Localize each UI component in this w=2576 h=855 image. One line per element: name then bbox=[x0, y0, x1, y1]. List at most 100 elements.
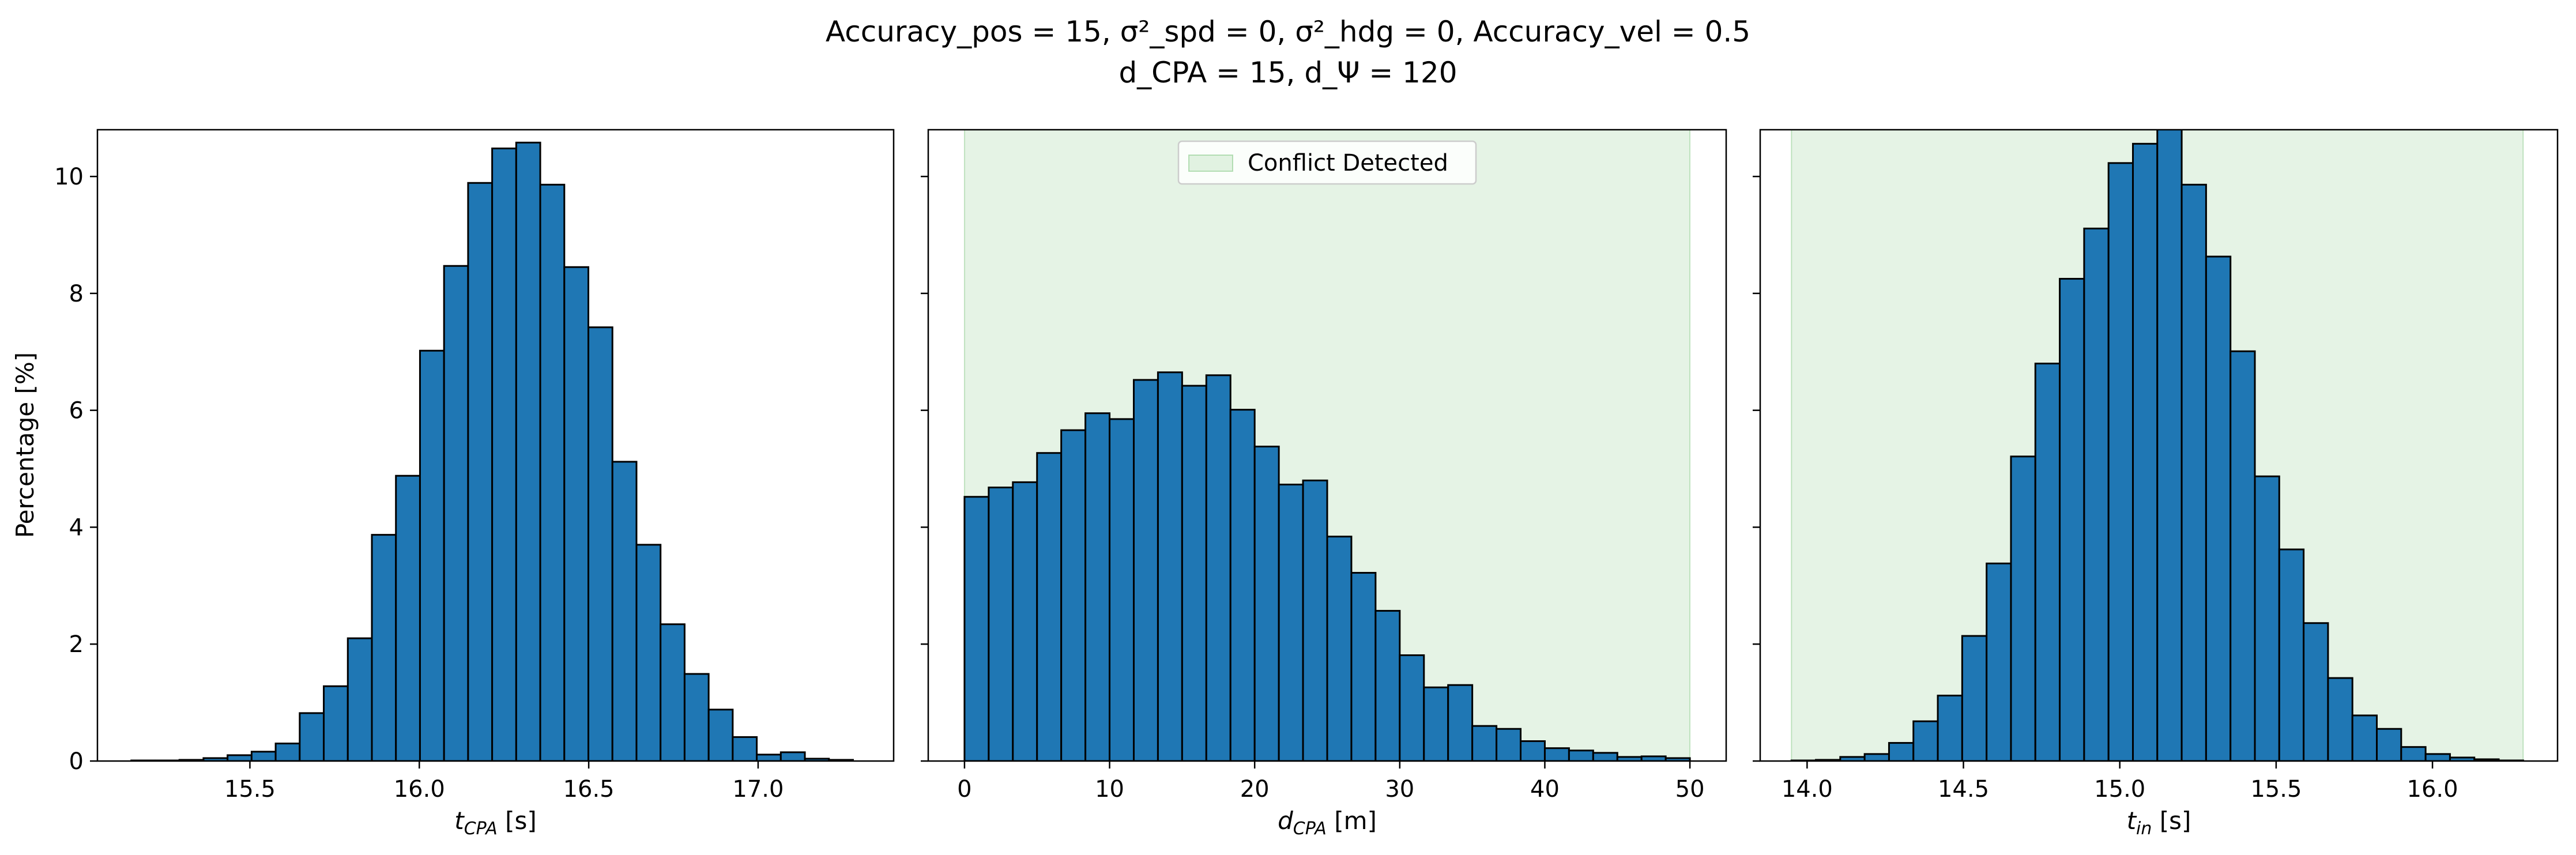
histogram-bar bbox=[2107, 162, 2134, 761]
histogram-bar bbox=[323, 685, 349, 761]
axes-frame bbox=[1759, 129, 2559, 762]
histogram-bar bbox=[988, 487, 1014, 761]
x-axis-label: tCPA [s] bbox=[454, 807, 537, 839]
histogram-bar bbox=[963, 496, 990, 761]
x-tick-label: 15.5 bbox=[224, 776, 276, 803]
subplot-3: 14.0 14.5 15.0 15.5 16.0 tin [s] bbox=[1753, 129, 2559, 839]
histogram-bar bbox=[1888, 742, 1915, 761]
histogram-bar bbox=[1084, 412, 1111, 761]
histogram-bar bbox=[250, 751, 277, 761]
histogram-bar bbox=[371, 534, 397, 761]
histogram-bar bbox=[1350, 572, 1377, 761]
histogram-bar bbox=[1253, 446, 1280, 761]
histogram-bar bbox=[635, 544, 662, 761]
histogram-bar bbox=[2205, 255, 2232, 761]
y-axis-label: Percentage [%] bbox=[11, 352, 39, 538]
x-tick-label: 14.5 bbox=[1938, 776, 1989, 803]
x-tick-label: 16.5 bbox=[563, 776, 615, 803]
histogram-bar bbox=[274, 743, 301, 761]
histogram-bar bbox=[1937, 694, 1963, 761]
histogram-bar bbox=[1302, 479, 1328, 761]
histogram-bar bbox=[1568, 749, 1594, 761]
histogram-bar bbox=[2010, 455, 2036, 761]
histogram-bar bbox=[1326, 536, 1353, 761]
x-tick-label: 30 bbox=[1385, 776, 1414, 803]
histogram-bar bbox=[1543, 747, 1570, 761]
histogram-bar bbox=[2229, 350, 2256, 761]
x-tick-label: 15.0 bbox=[2094, 776, 2145, 803]
plot-area-1 bbox=[130, 141, 854, 761]
histogram-bar bbox=[587, 326, 613, 761]
histogram-bar bbox=[2424, 753, 2451, 761]
histogram-bar bbox=[1205, 374, 1231, 761]
y-tick-label: 2 bbox=[69, 631, 84, 658]
histogram-bar bbox=[299, 712, 325, 761]
histogram-bar bbox=[1863, 753, 1890, 761]
histogram-bar bbox=[347, 637, 373, 761]
histogram-bar bbox=[1961, 635, 1988, 761]
histogram-bar bbox=[1157, 371, 1183, 761]
histogram-bar bbox=[1592, 752, 1618, 761]
histogram-bar bbox=[1447, 684, 1474, 761]
legend: Conflict Detected bbox=[1177, 140, 1477, 185]
legend-label: Conflict Detected bbox=[1248, 150, 1448, 176]
histogram-bar bbox=[2303, 622, 2329, 761]
histogram-bar bbox=[1423, 686, 1449, 761]
histogram-bar bbox=[1229, 409, 1256, 761]
histogram-bar bbox=[2180, 183, 2207, 761]
histogram-bar bbox=[1181, 385, 1207, 761]
histogram-bar bbox=[1278, 483, 1304, 761]
legend-box bbox=[1177, 140, 1477, 185]
figure-title-line-1: Accuracy_pos = 15, σ²_spd = 0, σ²_hdg = … bbox=[826, 15, 1750, 48]
x-axis-label: tin [s] bbox=[2127, 807, 2191, 839]
subplot-1: 15.5 16.0 16.5 17.0 0 2 4 6 8 10 tCPA [s] bbox=[54, 129, 895, 839]
histogram-bar bbox=[683, 673, 710, 761]
histogram-bar bbox=[1520, 740, 1546, 761]
subplots: 15.5 16.0 16.5 17.0 0 2 4 6 8 10 tCPA [s] 0 10 20 30 40… bbox=[54, 129, 2559, 839]
histogram-bar bbox=[2059, 278, 2085, 761]
histogram-bar bbox=[515, 141, 541, 761]
histogram-bar bbox=[2254, 475, 2280, 761]
x-tick-label: 0 bbox=[957, 776, 971, 803]
x-tick-label: 20 bbox=[1240, 776, 1270, 803]
histogram-bar bbox=[227, 754, 253, 761]
x-tick-label: 10 bbox=[1095, 776, 1124, 803]
histogram-bar bbox=[443, 265, 469, 761]
histogram-bar bbox=[1399, 654, 1425, 761]
histogram-bar bbox=[2034, 363, 2061, 761]
histogram-bar bbox=[2351, 714, 2378, 761]
histogram-bar bbox=[660, 623, 686, 761]
histogram-bar bbox=[467, 182, 494, 761]
axes-frame bbox=[96, 129, 895, 762]
y-tick-label: 8 bbox=[69, 281, 84, 307]
histogram-bar bbox=[611, 461, 638, 761]
y-tick-label: 4 bbox=[69, 514, 84, 541]
histogram-bar bbox=[707, 709, 734, 761]
y-tick-label: 6 bbox=[69, 398, 84, 424]
histogram-bar bbox=[1986, 562, 2012, 761]
histogram-bar bbox=[419, 349, 445, 761]
histogram-bar bbox=[756, 754, 782, 761]
histogram-bar bbox=[1109, 418, 1135, 761]
histogram-bar bbox=[2083, 227, 2110, 761]
histogram-bar bbox=[2327, 677, 2353, 761]
histogram-bar bbox=[2131, 142, 2159, 761]
histogram-bar bbox=[1496, 728, 1522, 761]
histogram-bar bbox=[563, 266, 590, 761]
x-tick-label: 14.0 bbox=[1782, 776, 1833, 803]
histogram-bar bbox=[1036, 452, 1063, 761]
histogram-bar bbox=[395, 474, 421, 761]
histogram-bar bbox=[491, 147, 517, 761]
histogram-bar bbox=[1012, 481, 1038, 761]
x-tick-label: 17.0 bbox=[732, 776, 784, 803]
histogram-bar bbox=[1471, 725, 1498, 761]
histogram-bar bbox=[1374, 609, 1401, 761]
x-tick-label: 40 bbox=[1530, 776, 1560, 803]
axes-frame bbox=[927, 129, 1727, 762]
subplot-2: 0 10 20 30 40 50 dCPA [m] bbox=[921, 129, 1727, 839]
y-tick-label: 10 bbox=[54, 164, 84, 190]
x-tick-label: 16.0 bbox=[394, 776, 445, 803]
x-tick-label: 15.5 bbox=[2250, 776, 2302, 803]
